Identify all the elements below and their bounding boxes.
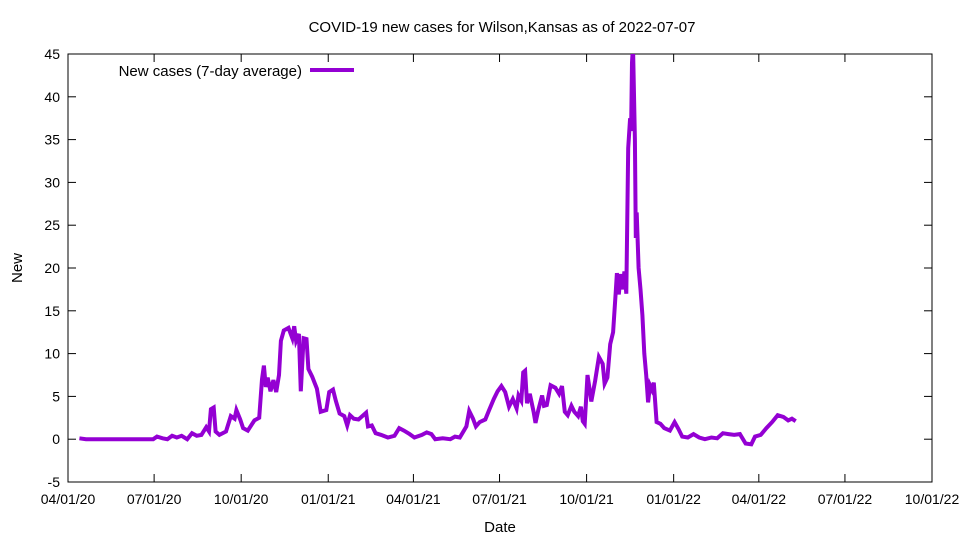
chart-title: COVID-19 new cases for Wilson,Kansas as … xyxy=(309,19,696,36)
x-tick-label: 10/01/21 xyxy=(559,491,614,507)
y-tick-label: 10 xyxy=(44,346,60,362)
x-tick-label: 01/01/22 xyxy=(646,491,701,507)
x-axis: 04/01/20 07/01/20 10/01/20 01/01/21 04/01/21… xyxy=(41,54,960,507)
y-tick-label: 20 xyxy=(44,260,60,276)
y-axis: -5 0 5 10 15 20 25 30 35 40 45 xyxy=(44,46,932,490)
y-tick-label: 45 xyxy=(44,46,60,62)
y-tick-label: -5 xyxy=(48,474,61,490)
x-tick-label: 10/01/22 xyxy=(905,491,960,507)
y-tick-label: 15 xyxy=(44,303,60,319)
y-tick-label: 25 xyxy=(44,217,60,233)
x-axis-title: Date xyxy=(484,519,516,536)
x-tick-label: 07/01/21 xyxy=(472,491,527,507)
legend: New cases (7-day average) xyxy=(119,63,354,80)
plot-area-frame xyxy=(67,53,933,483)
y-tick-label: 5 xyxy=(52,388,60,404)
x-tick-label: 07/01/20 xyxy=(127,491,182,507)
y-tick-label: 30 xyxy=(44,174,60,190)
x-tick-label: 04/01/20 xyxy=(41,491,96,507)
y-tick-label: 35 xyxy=(44,132,60,148)
x-tick-label: 04/01/22 xyxy=(732,491,787,507)
y-axis-title: New xyxy=(9,253,26,283)
x-tick-label: 04/01/21 xyxy=(386,491,441,507)
y-tick-label: 0 xyxy=(52,431,60,447)
legend-label: New cases (7-day average) xyxy=(119,63,302,80)
series-layer xyxy=(79,54,797,447)
series-line xyxy=(79,54,797,447)
x-tick-label: 01/01/21 xyxy=(301,491,356,507)
x-tick-label: 07/01/22 xyxy=(818,491,873,507)
x-tick-label: 10/01/20 xyxy=(214,491,269,507)
y-tick-label: 40 xyxy=(44,89,60,105)
